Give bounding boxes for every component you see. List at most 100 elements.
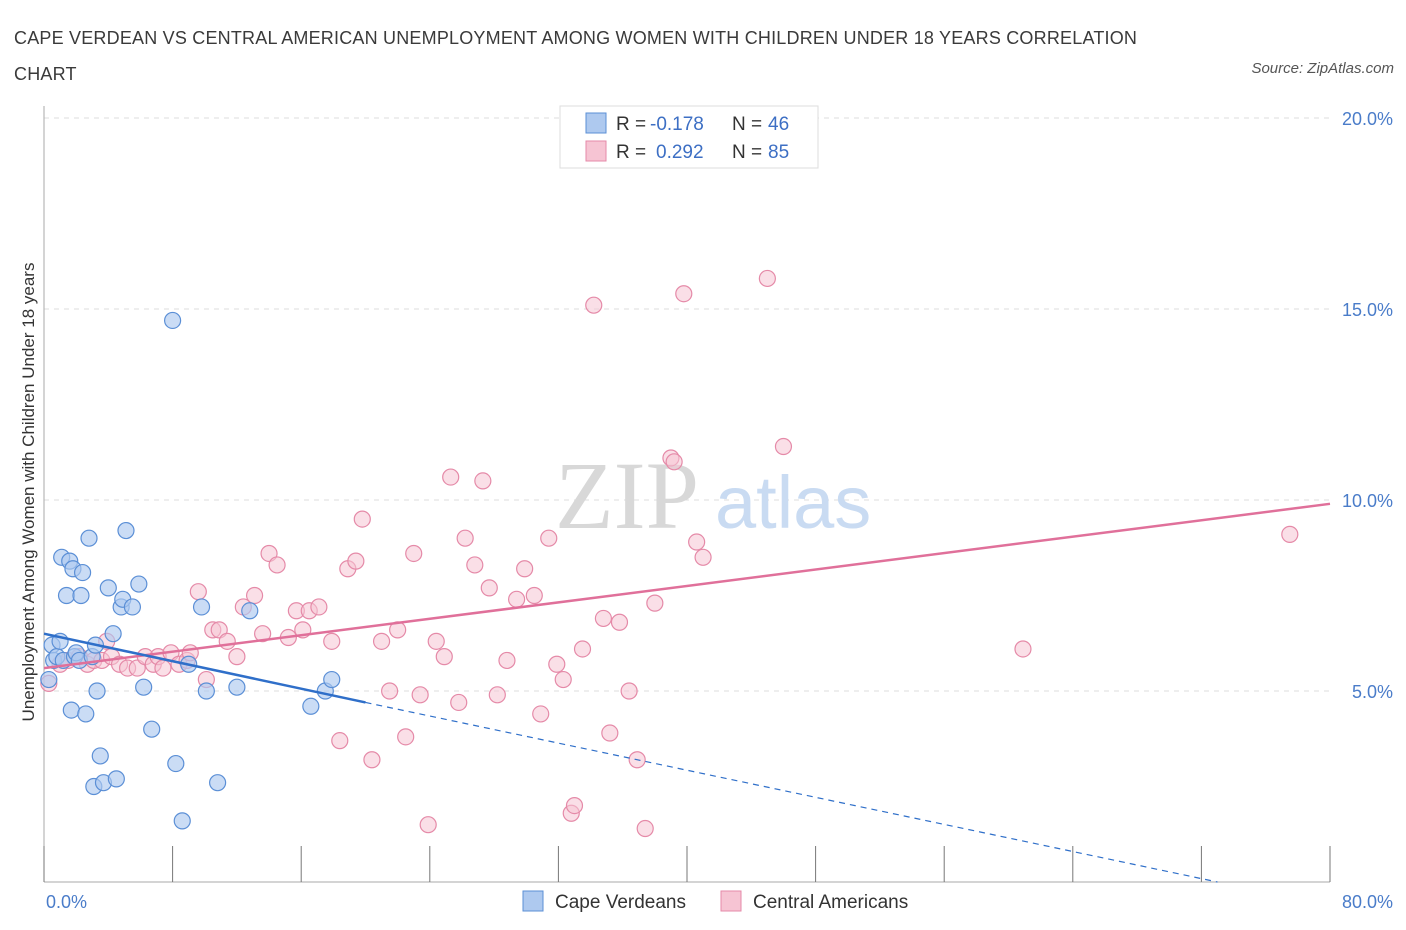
- correlation-legend: R = -0.178 N = 46 R = 0.292 N = 85: [559, 105, 819, 169]
- data-point-central-americans: [466, 556, 484, 574]
- data-point-cape-verdeans: [135, 678, 153, 696]
- data-point-cape-verdeans: [302, 697, 320, 715]
- data-point-central-americans: [636, 819, 654, 838]
- trend-line-cape-verdeans: [43, 632, 366, 704]
- data-point-central-americans: [310, 598, 328, 616]
- data-point-central-americans: [480, 579, 498, 597]
- x-tick-label: 80.0%: [1342, 892, 1393, 912]
- data-point-cape-verdeans: [104, 625, 122, 643]
- data-point-cape-verdeans: [91, 747, 109, 765]
- legend-n-label-1: N =: [732, 114, 762, 135]
- data-point-central-americans: [435, 648, 453, 666]
- series-legend-swatch-central-americans: [720, 890, 742, 912]
- legend-swatch-pink: [585, 140, 607, 162]
- data-point-central-americans: [228, 648, 246, 666]
- data-point-central-americans: [758, 269, 776, 288]
- data-point-central-americans: [498, 651, 516, 670]
- data-point-cape-verdeans: [241, 602, 259, 620]
- data-point-cape-verdeans: [209, 774, 227, 792]
- data-point-cape-verdeans: [130, 575, 148, 593]
- data-point-cape-verdeans: [197, 682, 215, 700]
- data-point-central-americans: [585, 296, 603, 314]
- data-point-cape-verdeans: [57, 586, 76, 605]
- data-point-central-americans: [525, 586, 543, 605]
- data-point-cape-verdeans: [72, 586, 90, 605]
- data-point-central-americans: [1281, 525, 1299, 543]
- chart-title: CAPE VERDEAN VS CENTRAL AMERICAN UNEMPLO…: [14, 28, 1138, 84]
- data-point-cape-verdeans: [167, 754, 185, 773]
- x-tick-labels: 0.0% 80.0%: [46, 892, 1393, 912]
- data-point-cape-verdeans: [143, 720, 161, 738]
- data-point-cape-verdeans: [99, 579, 117, 597]
- data-point-central-americans: [548, 655, 566, 673]
- legend-r-value-1: -0.178: [650, 114, 704, 135]
- trend-line-cape-verdeans-extension: [365, 701, 1218, 883]
- data-point-central-americans: [450, 693, 468, 712]
- y-tick-label: 15.0%: [1342, 300, 1393, 320]
- y-tick-labels: 5.0% 10.0% 15.0% 20.0%: [1342, 109, 1393, 702]
- data-point-cape-verdeans: [173, 812, 191, 830]
- x-tick-label: 0.0%: [46, 892, 87, 912]
- central-americans-points: [40, 269, 1299, 838]
- data-point-central-americans: [218, 632, 236, 650]
- trend-line-central-americans: [43, 502, 1331, 670]
- source-label: Source: ZipAtlas.com: [1251, 60, 1394, 77]
- data-point-central-americans: [516, 560, 534, 578]
- data-point-central-americans: [554, 670, 572, 689]
- data-point-cape-verdeans: [123, 598, 142, 616]
- legend-r-label-2: R =: [616, 142, 646, 163]
- data-point-central-americans: [601, 724, 619, 742]
- y-tick-label: 10.0%: [1342, 491, 1393, 511]
- data-point-central-americans: [1014, 640, 1032, 658]
- data-point-central-americans: [508, 590, 526, 608]
- data-point-cape-verdeans: [40, 670, 58, 689]
- data-point-central-americans: [372, 632, 391, 650]
- data-point-central-americans: [573, 640, 592, 658]
- data-point-central-americans: [245, 586, 264, 605]
- data-point-central-americans: [381, 682, 399, 700]
- data-point-central-americans: [427, 632, 445, 650]
- cape-verdeans-points: [40, 311, 341, 830]
- data-point-cape-verdeans: [228, 678, 246, 696]
- data-point-cape-verdeans: [80, 529, 98, 547]
- legend-n-value-2: 85: [768, 142, 789, 163]
- data-point-cape-verdeans: [192, 598, 211, 616]
- data-point-central-americans: [488, 686, 506, 704]
- data-point-central-americans: [419, 816, 437, 834]
- data-point-cape-verdeans: [77, 705, 95, 723]
- data-point-central-americans: [442, 468, 460, 486]
- data-point-central-americans: [323, 632, 341, 650]
- series-legend: Cape Verdeans Central Americans: [522, 890, 908, 913]
- data-point-cape-verdeans: [323, 670, 341, 689]
- legend-n-label-2: N =: [732, 142, 762, 163]
- data-point-cape-verdeans: [73, 563, 92, 582]
- data-point-central-americans: [594, 609, 613, 628]
- data-point-central-americans: [694, 548, 712, 566]
- series-legend-label-central-americans: Central Americans: [753, 892, 908, 913]
- data-point-cape-verdeans: [164, 311, 182, 330]
- data-point-central-americans: [540, 529, 558, 547]
- legend-r-label-1: R =: [616, 114, 646, 135]
- legend-swatch-blue: [585, 112, 607, 134]
- data-point-central-americans: [347, 552, 365, 570]
- data-point-cape-verdeans: [117, 521, 135, 540]
- data-point-central-americans: [189, 583, 207, 601]
- data-point-central-americans: [532, 705, 550, 723]
- data-point-central-americans: [665, 453, 683, 471]
- data-point-central-americans: [774, 437, 793, 456]
- data-point-cape-verdeans: [107, 770, 125, 788]
- legend-r-value-2: 0.292: [656, 142, 704, 163]
- data-point-central-americans: [456, 529, 474, 547]
- y-tick-label: 20.0%: [1342, 109, 1393, 129]
- data-point-central-americans: [363, 751, 381, 769]
- legend-n-value-1: 46: [768, 114, 789, 135]
- data-point-cape-verdeans: [62, 701, 80, 719]
- data-point-central-americans: [474, 472, 492, 490]
- data-point-cape-verdeans: [88, 682, 106, 700]
- data-point-central-americans: [397, 728, 415, 746]
- data-point-central-americans: [331, 732, 349, 750]
- data-point-central-americans: [254, 625, 272, 643]
- data-point-central-americans: [268, 556, 286, 574]
- y-tick-label: 5.0%: [1352, 682, 1393, 702]
